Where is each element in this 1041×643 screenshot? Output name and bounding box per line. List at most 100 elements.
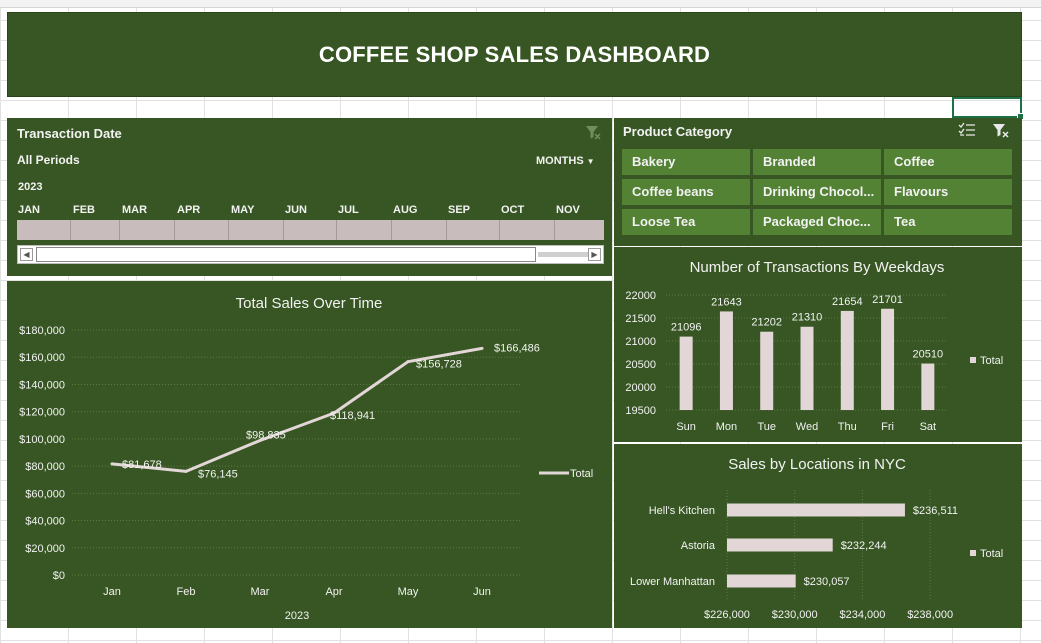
timeline-period-segment[interactable]: [555, 220, 604, 240]
bar[interactable]: [727, 538, 833, 552]
legend-label: Total: [980, 355, 1003, 367]
data-point[interactable]: [258, 438, 262, 442]
timeline-period-segment[interactable]: [392, 220, 447, 240]
scroll-left-icon[interactable]: ◀: [20, 248, 33, 261]
x-tick-label: Apr: [325, 586, 342, 598]
legend-label: Total: [570, 468, 593, 480]
timeline-month: JAN: [18, 204, 41, 216]
data-label: $166,486: [494, 342, 540, 354]
y-tick-label: 20000: [625, 382, 656, 394]
x-tick-label: Tue: [757, 421, 776, 433]
slicer-item[interactable]: Packaged Choc...: [753, 209, 881, 235]
slicer-item[interactable]: Coffee: [884, 149, 1012, 175]
bar[interactable]: [840, 310, 854, 410]
y-tick-label: $60,000: [25, 488, 65, 500]
product-category-slicer[interactable]: Product Category Bakery Branded Coffee C…: [614, 118, 1022, 246]
data-point[interactable]: [406, 360, 410, 364]
slicer-items: Bakery Branded Coffee Coffee beans Drink…: [622, 149, 1013, 235]
data-label: 21096: [671, 322, 702, 334]
data-label: $81,678: [122, 459, 162, 471]
slicer-item[interactable]: Bakery: [622, 149, 750, 175]
data-label: 20510: [913, 349, 944, 361]
timeline-scrollbar[interactable]: ◀ ▶: [17, 245, 604, 264]
x-tick-label: Mar: [251, 586, 270, 598]
x-tick-label: Wed: [796, 421, 818, 433]
timeline-level-label: MONTHS: [536, 155, 584, 167]
bar[interactable]: [679, 336, 693, 410]
timeline-period-segment[interactable]: [120, 220, 175, 240]
timeline-header: Transaction Date: [17, 126, 122, 141]
timeline-scroll-thumb[interactable]: [36, 247, 536, 262]
timeline-month: NOV: [556, 204, 580, 216]
timeline-period-bar[interactable]: [17, 220, 604, 240]
slicer-item[interactable]: Drinking Chocol...: [753, 179, 881, 205]
data-point[interactable]: [184, 469, 188, 473]
timeline-year: 2023: [18, 181, 43, 193]
bar[interactable]: [727, 574, 796, 588]
selected-cell[interactable]: [952, 97, 1024, 120]
clear-filter-icon[interactable]: [585, 124, 601, 143]
timeline-month: MAY: [231, 204, 255, 216]
bar[interactable]: [881, 308, 895, 410]
y-tick-label: $0: [53, 570, 65, 582]
chart-title: Total Sales Over Time: [236, 295, 383, 312]
sales-by-location-chart[interactable]: Sales by Locations in NYC $236,511 Hell's…: [614, 444, 1022, 628]
timeline-level-dropdown[interactable]: MONTHS ▼: [536, 155, 595, 167]
clear-filter-icon[interactable]: [992, 122, 1010, 141]
y-tick-label: 21000: [625, 336, 656, 348]
x-tick-label: $238,000: [907, 609, 953, 621]
timeline-period-segment[interactable]: [175, 220, 229, 240]
timeline-month: JUN: [285, 204, 308, 216]
y-tick-label: Lower Manhattan: [630, 576, 715, 588]
timeline-period-segment[interactable]: [447, 220, 500, 240]
transaction-date-timeline[interactable]: Transaction Date All Periods MONTHS ▼ 202…: [7, 118, 612, 276]
y-tick-label: $140,000: [19, 379, 65, 391]
timeline-period-segment[interactable]: [17, 220, 71, 240]
bar[interactable]: [727, 503, 905, 517]
bar[interactable]: [760, 331, 774, 410]
slicer-item[interactable]: Loose Tea: [622, 209, 750, 235]
dashboard-title-banner: COFFEE SHOP SALES DASHBOARD: [7, 12, 1022, 97]
chevron-down-icon: ▼: [586, 157, 595, 166]
legend-marker: [970, 550, 976, 556]
data-label: $118,941: [330, 410, 375, 422]
data-point[interactable]: [480, 346, 484, 350]
x-tick-label: Jun: [473, 586, 491, 598]
multi-select-icon[interactable]: [958, 122, 976, 142]
weekday-transactions-chart[interactable]: Number of Transactions By Weekdays 19500…: [614, 247, 1022, 442]
slicer-item[interactable]: Tea: [884, 209, 1012, 235]
y-tick-label: $120,000: [19, 407, 65, 419]
timeline-period-segment[interactable]: [71, 220, 120, 240]
scroll-right-icon[interactable]: ▶: [588, 248, 601, 261]
slicer-item[interactable]: Coffee beans: [622, 179, 750, 205]
x-tick-label: Mon: [716, 421, 737, 433]
timeline-period-segment[interactable]: [337, 220, 392, 240]
data-point[interactable]: [332, 411, 336, 415]
weekday-chart-svg: Number of Transactions By Weekdays 19500…: [625, 259, 1003, 433]
timeline-month-labels: JAN FEB MAR APR MAY JUN JUL AUG SEP OCT …: [17, 204, 607, 218]
data-point[interactable]: [110, 462, 114, 466]
data-label: $98,835: [246, 429, 286, 441]
total-sales-chart[interactable]: Total Sales Over Time $0 $20,000 $40,000 $6…: [7, 281, 612, 628]
bar[interactable]: [800, 326, 814, 410]
data-label: 21643: [711, 296, 742, 308]
legend-label: Total: [980, 548, 1003, 560]
y-tick-label: $160,000: [19, 352, 65, 364]
timeline-period-segment[interactable]: [284, 220, 337, 240]
x-tick-label: $234,000: [839, 609, 885, 621]
timeline-period-segment[interactable]: [500, 220, 555, 240]
y-tick-label: $40,000: [25, 516, 65, 528]
timeline-month: SEP: [448, 204, 471, 216]
timeline-month: FEB: [73, 204, 95, 216]
slicer-item[interactable]: Branded: [753, 149, 881, 175]
timeline-month: JUL: [338, 204, 359, 216]
x-tick-label: Sun: [676, 421, 696, 433]
timeline-period-label: All Periods: [17, 153, 80, 167]
bar[interactable]: [719, 311, 733, 410]
slicer-item[interactable]: Flavours: [884, 179, 1012, 205]
location-chart-svg: Sales by Locations in NYC $236,511 Hell's…: [630, 456, 1003, 621]
timeline-scroll-track[interactable]: [538, 252, 588, 257]
timeline-period-segment[interactable]: [229, 220, 284, 240]
sales-line[interactable]: [111, 346, 483, 473]
bar[interactable]: [921, 363, 935, 410]
